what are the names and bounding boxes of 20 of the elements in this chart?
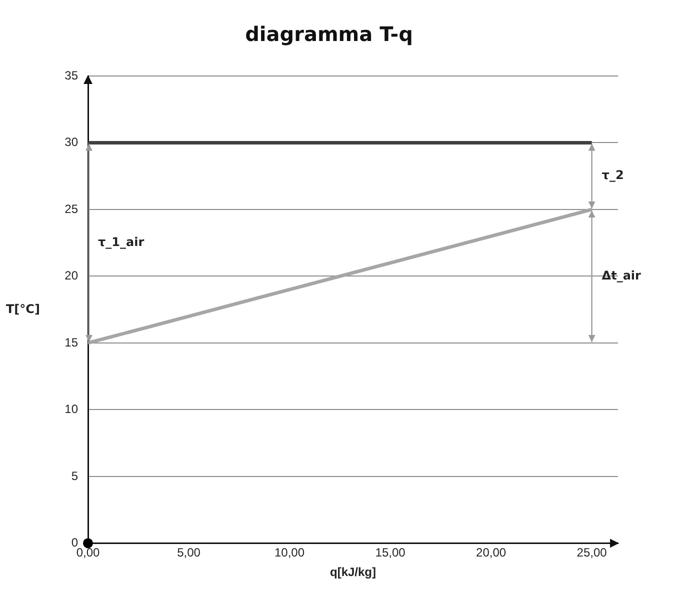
y-tick-label: 0 bbox=[71, 536, 78, 550]
x-tick-label: 20,00 bbox=[476, 546, 506, 560]
y-tick-label: 35 bbox=[64, 68, 78, 82]
x-tick-label: 10,00 bbox=[274, 546, 305, 560]
y-tick-label: 10 bbox=[64, 402, 78, 416]
x-axis-title: q[kJ/kg] bbox=[330, 565, 376, 580]
x-tick-label: 5,00 bbox=[177, 546, 201, 560]
annotation: τ_2 bbox=[602, 168, 624, 182]
y-tick-label: 30 bbox=[64, 135, 78, 150]
chart-title: diagramma T-q bbox=[245, 22, 413, 46]
y-tick-label: 20 bbox=[64, 268, 78, 283]
annotation: τ_1_air bbox=[98, 234, 144, 249]
y-axis-title: T[°C] bbox=[6, 302, 40, 316]
y-tick-label: 5 bbox=[71, 468, 78, 483]
x-tick-label: 25,00 bbox=[576, 546, 608, 560]
x-tick-label: 15,00 bbox=[375, 546, 406, 560]
annotation: Δt_air bbox=[602, 268, 642, 282]
y-tick-label: 15 bbox=[64, 335, 78, 350]
y-tick-label: 25 bbox=[64, 202, 78, 216]
x-tick-label: 0,00 bbox=[76, 546, 100, 560]
